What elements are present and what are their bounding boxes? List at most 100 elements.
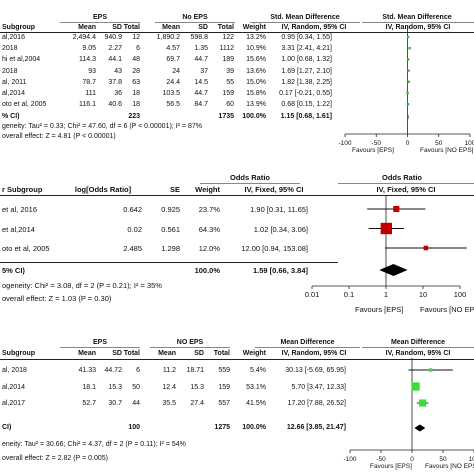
point-estimate — [407, 69, 410, 72]
row-no-total: 557 — [218, 400, 230, 407]
summary-diamond — [414, 424, 426, 432]
favours-no-eps-label: Favours [NO EPS] — [420, 147, 474, 154]
row-no-sd: 18.71 — [186, 367, 204, 374]
row-no-sd: 15.3 — [190, 383, 204, 391]
row-study: al,2017 — [2, 400, 25, 407]
row-eps-total: 50 — [132, 383, 140, 391]
x-tick-label: 0 — [410, 456, 414, 463]
total-ci: 12.66 [3.85, 21.47] — [286, 424, 346, 431]
row-ci: 1.82 [1.38, 2.25] — [281, 78, 332, 86]
row-eps-sd: 40.6 — [108, 101, 122, 109]
point-estimate — [428, 368, 433, 372]
row-weight: 64.3% — [198, 224, 220, 234]
col-weight: Weight — [195, 185, 220, 194]
row-no-mean: 24 — [172, 67, 180, 75]
row-weight: 10.9% — [246, 45, 266, 53]
total-weight: 100.0% — [194, 266, 220, 275]
row-no-total: 60 — [226, 101, 234, 109]
row-se: 1.298 — [161, 244, 180, 253]
favours-no-eps-label: Favours [NO EP — [420, 305, 474, 314]
overall-effect: overall effect: Z = 4.81 (P < 0.00001) — [2, 133, 116, 140]
col-no-sd: SD — [194, 350, 204, 357]
x-tick-label: -100 — [338, 140, 351, 147]
plot-area-1: 0.01 0.1 1 10 100 Favours [EPS] Favours [NO EP — [305, 196, 474, 314]
point-estimate — [406, 58, 410, 61]
row-no-mean: 56.5 — [166, 101, 180, 109]
group-header-no-eps: No EPS — [182, 14, 208, 21]
x-tick-label: 100 — [454, 290, 467, 299]
row-no-sd: 84.7 — [194, 101, 208, 109]
col-subgroup: r Subgroup — [2, 185, 43, 194]
row-weight: 5.4% — [250, 367, 266, 374]
point-estimate — [419, 399, 427, 407]
row-no-total: 122 — [222, 34, 234, 41]
group-header-md: Mean Difference — [280, 339, 335, 346]
overall-effect: overall effect: Z = 2.82 (P = 0.005) — [2, 455, 108, 462]
row-ci: 3.31 [2.41, 4.21] — [281, 45, 332, 53]
col-weight: Weight — [242, 350, 266, 357]
col-no-total: Total — [217, 24, 234, 31]
row-eps-total: 6 — [136, 367, 140, 374]
row-ci: 1.02 [0.34, 3.06] — [253, 224, 308, 234]
row-eps-total: 6 — [136, 45, 140, 53]
x-tick-label: 100 — [469, 456, 474, 463]
row-no-total: 39 — [226, 67, 234, 75]
col-eps-total: Total — [123, 350, 140, 357]
x-tick-label: -100 — [343, 456, 356, 463]
point-estimate — [406, 91, 409, 95]
point-estimate — [406, 35, 410, 39]
total-eps: 100 — [128, 424, 140, 431]
col-weight: Weight — [242, 24, 266, 31]
favours-eps-label: Favours [EPS] — [370, 463, 412, 470]
row-weight: 13.2% — [246, 34, 266, 41]
col-eps-sd: SD — [112, 350, 122, 357]
row-no-total: 1112 — [219, 45, 234, 53]
col-subgroup: Subgroup — [2, 24, 36, 31]
x-tick-label: 0.01 — [305, 290, 320, 299]
group-header-md-plot: Mean Difference — [390, 339, 446, 346]
row-no-sd: 44.7 — [194, 90, 208, 97]
col-ci: IV, Random, 95% CI — [281, 24, 347, 31]
row-eps-mean: 111 — [85, 90, 96, 97]
row-eps-sd: 36 — [114, 90, 122, 97]
row-eps-sd: 15.3 — [108, 383, 122, 391]
row-eps-total: 63 — [132, 78, 140, 86]
row-ci: 30.13 [-5.69, 65.95] — [285, 367, 346, 374]
row-no-sd: 27.4 — [190, 400, 204, 407]
row-no-total: 189 — [222, 56, 234, 64]
row-no-total: 55 — [226, 78, 234, 86]
favours-no-eps-label: Favours [NO EPS] — [425, 463, 474, 470]
group-header-smd: Std. Mean Difference — [270, 14, 340, 21]
row-weight: 13.9% — [246, 101, 266, 109]
row-ci: 1.69 [1.27, 2.10] — [281, 67, 332, 75]
total-no: 1735 — [218, 113, 234, 120]
row-study: 2018 — [2, 67, 18, 75]
row-eps-total: 18 — [132, 101, 140, 109]
row-weight: 53.1% — [246, 383, 266, 391]
row-eps-mean: 93 — [88, 67, 96, 75]
row-eps-sd: 940.9 — [104, 34, 122, 41]
row-eps-sd: 37.8 — [108, 78, 122, 86]
group-header-smd-plot: Std. Mean Difference — [382, 14, 452, 21]
row-no-mean: 1,890.2 — [156, 34, 180, 41]
favours-eps-label: Favours [EPS] — [355, 305, 403, 314]
row-eps-mean: 9.05 — [82, 45, 96, 53]
row-study: oto et al, 2005 — [2, 244, 50, 253]
row-log-or: 0.02 — [127, 224, 142, 234]
row-eps-sd: 43 — [114, 67, 122, 75]
row-study: al,2014 — [2, 90, 25, 97]
row-study: oto et al, 2005 — [2, 101, 47, 109]
row-no-sd: 598.8 — [190, 34, 208, 41]
row-se: 0.561 — [161, 224, 180, 234]
row-weight: 15.6% — [246, 56, 266, 64]
col-no-mean: Mean — [158, 350, 176, 357]
heterogeneity: ogeneity: Chi² = 3.08, df = 2 (P = 0.21)… — [2, 281, 162, 290]
row-weight: 23.7% — [198, 205, 220, 214]
row-study: al, 2018 — [2, 367, 27, 374]
row-no-mean: 11.2 — [162, 367, 176, 374]
row-no-mean: 12.4 — [162, 383, 176, 391]
point-estimate — [408, 47, 411, 50]
row-eps-mean: 78.7 — [82, 78, 96, 86]
point-estimate — [423, 245, 429, 251]
total-ci: 1.59 [0.66, 3.84] — [252, 266, 308, 275]
